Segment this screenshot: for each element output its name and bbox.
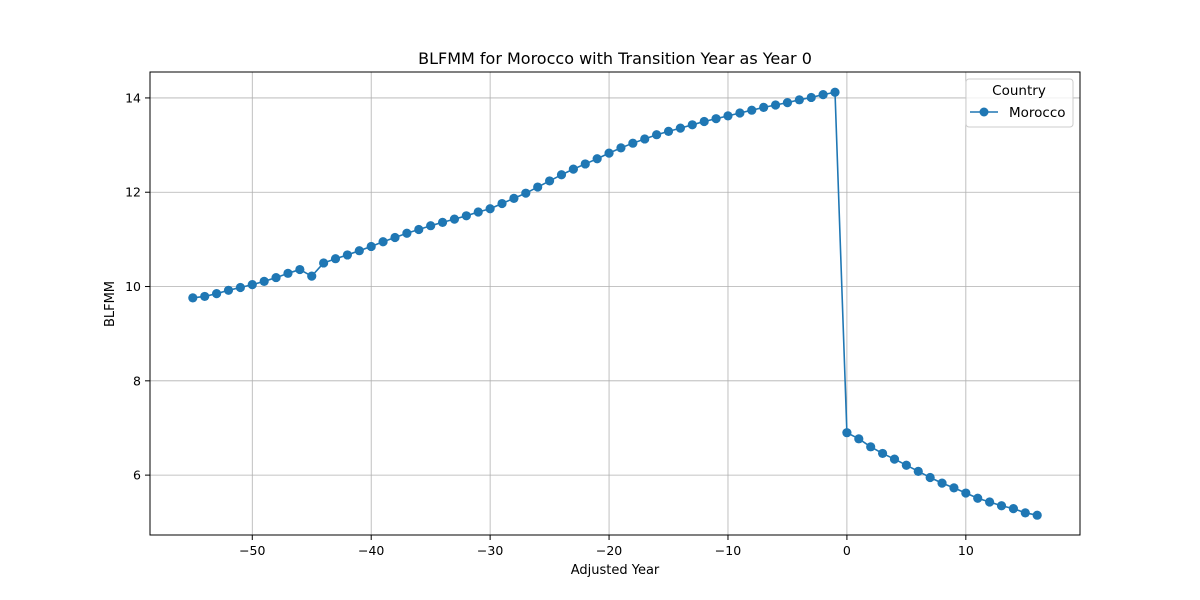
data-point (1020, 508, 1030, 518)
series-line (192, 91, 1038, 516)
data-point (616, 143, 626, 153)
plot-frame (149, 71, 1081, 536)
data-point (473, 207, 483, 217)
data-point (794, 95, 804, 105)
y-tick-label: 10 (125, 279, 141, 294)
data-point (330, 254, 341, 264)
x-tick-label: 10 (958, 543, 974, 558)
data-point (354, 246, 364, 256)
data-point (901, 460, 911, 470)
data-point (913, 466, 923, 476)
data-point (449, 214, 460, 224)
data-point (735, 108, 745, 118)
x-axis-label: Adjusted Year (571, 563, 660, 578)
data-point (961, 488, 971, 498)
data-point (200, 291, 210, 302)
data-point (342, 250, 353, 260)
data-point (652, 130, 662, 140)
chart-title: BLFMM for Morocco with Transition Year a… (418, 49, 812, 68)
legend: Country Morocco (965, 78, 1074, 128)
data-point (830, 87, 840, 97)
data-point (985, 497, 995, 507)
data-point (247, 280, 257, 290)
data-point (271, 272, 281, 283)
data-point (390, 232, 400, 243)
data-point (366, 241, 376, 252)
data-point (235, 282, 245, 293)
data-point (497, 198, 507, 209)
data-point (319, 258, 329, 268)
data-point (866, 442, 876, 452)
x-tick-label: −50 (239, 543, 265, 558)
y-axis: 6 8 10 12 14 (125, 90, 150, 483)
data-point (818, 90, 828, 100)
x-tick-label: 0 (843, 543, 851, 558)
data-point (259, 276, 269, 286)
data-point (687, 120, 697, 130)
data-point (723, 111, 733, 121)
data-point (663, 126, 674, 137)
x-tick-label: −10 (715, 543, 741, 558)
x-axis: −50 −40 −30 −20 −10 0 10 (239, 535, 974, 558)
y-tick-label: 8 (133, 373, 141, 388)
legend-marker (979, 107, 989, 117)
x-tick-label: −30 (477, 543, 503, 558)
data-point (223, 285, 234, 295)
data-point (188, 293, 198, 303)
x-tick-label: −20 (596, 543, 622, 558)
data-point (759, 102, 769, 112)
data-point (378, 237, 388, 247)
data-point (544, 176, 555, 186)
data-point (509, 193, 519, 203)
data-point (889, 454, 900, 464)
data-point (996, 501, 1007, 511)
data-point (461, 211, 471, 221)
data-point (770, 100, 781, 110)
data-point (592, 154, 602, 164)
y-tick-label: 12 (125, 185, 141, 200)
data-point (747, 105, 757, 115)
y-axis-label: BLFMM (103, 281, 118, 327)
data-point (711, 114, 721, 124)
data-point (949, 483, 959, 493)
legend-entry-label: Morocco (1009, 105, 1066, 121)
data-point (556, 170, 567, 180)
data-point (937, 478, 947, 488)
data-point (521, 188, 531, 198)
data-point (414, 224, 424, 235)
data-point (211, 288, 222, 299)
data-point (877, 448, 888, 459)
data-point (1008, 503, 1019, 514)
data-point (640, 134, 650, 144)
data-point (437, 217, 448, 228)
data-point (628, 138, 638, 148)
grid (150, 72, 1080, 535)
data-point (533, 182, 543, 192)
data-point (580, 159, 590, 169)
data-point (1032, 510, 1042, 520)
data-point (402, 228, 412, 238)
data-point (604, 148, 614, 158)
data-point (925, 472, 935, 483)
x-tick-label: −40 (358, 543, 384, 558)
y-tick-label: 6 (133, 468, 141, 483)
data-point (854, 434, 864, 444)
y-tick-label: 14 (125, 90, 141, 105)
data-point (806, 92, 816, 103)
data-point (426, 221, 436, 231)
legend-title: Country (992, 83, 1046, 99)
data-point (485, 204, 495, 214)
data-point (307, 271, 317, 281)
data-point (842, 428, 852, 438)
data-point (699, 116, 709, 127)
series-morocco (188, 87, 1042, 520)
data-point (283, 268, 293, 278)
legend-box (965, 78, 1074, 128)
data-point (675, 123, 686, 133)
data-point (782, 98, 793, 108)
data-point (973, 493, 983, 503)
data-point (295, 264, 305, 275)
data-point (568, 164, 578, 174)
